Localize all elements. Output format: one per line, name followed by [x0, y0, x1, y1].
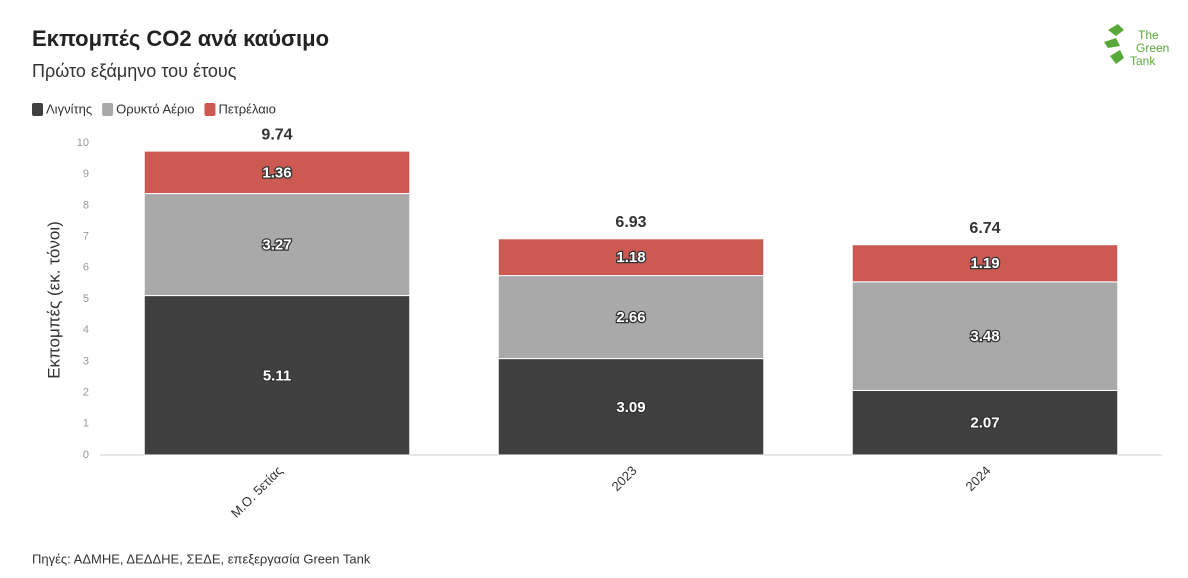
logo-text: Green — [1136, 41, 1169, 55]
total-label: 6.74 — [969, 220, 1000, 237]
value-label: 5.11 — [263, 367, 291, 384]
bar-segment — [851, 244, 1119, 283]
value-label: 3.09 — [616, 399, 645, 416]
y-tick-label: 0 — [83, 449, 89, 461]
legend-label: Πετρέλαιο — [218, 101, 275, 116]
logo-text: Tank — [1130, 54, 1156, 68]
y-tick-label: 10 — [77, 137, 89, 149]
value-label: 1.18 — [616, 249, 645, 266]
bar-segment — [497, 275, 765, 360]
value-label: 3.27 — [262, 237, 291, 254]
x-tick-label: 2024 — [962, 463, 993, 494]
bar-segment — [851, 389, 1119, 456]
bar-segment — [143, 150, 411, 195]
bar-segment — [851, 281, 1119, 391]
y-axis-label: Εκπομπές (εκ. τόνοι) — [44, 221, 63, 379]
y-tick-label: 8 — [83, 199, 89, 211]
legend-label: Ορυκτό Αέριο — [116, 101, 194, 116]
total-label: 9.74 — [261, 126, 292, 143]
y-tick-label: 2 — [83, 387, 89, 399]
x-tick-label: 2023 — [608, 463, 639, 494]
logo-text: The — [1138, 28, 1159, 42]
bar-segment — [143, 193, 411, 297]
logo-shape — [1104, 24, 1124, 64]
source-note: Πηγές: ΑΔΜΗΕ, ΔΕΔΔΗΕ, ΣΕΔΕ, επεξεργασία … — [32, 551, 371, 566]
bar-segment — [143, 295, 411, 456]
value-label: 1.19 — [970, 255, 999, 272]
y-tick-label: 6 — [83, 262, 89, 274]
legend-label: Λιγνίτης — [46, 101, 92, 116]
logo: The Green Tank — [1104, 24, 1169, 68]
legend-swatch — [32, 103, 43, 116]
chart-title: Εκπομπές CO2 ανά καύσιμο — [32, 26, 329, 51]
value-label: 3.48 — [970, 328, 999, 345]
y-tick-label: 9 — [83, 168, 89, 180]
y-tick-label: 1 — [83, 418, 89, 430]
value-label: 2.66 — [616, 309, 645, 326]
total-label: 6.93 — [615, 214, 646, 231]
y-tick-label: 7 — [83, 231, 89, 243]
x-tick-label: Μ.Ο. 5ετίας — [228, 463, 286, 521]
legend-swatch — [102, 103, 114, 116]
legend-swatch — [204, 103, 216, 116]
value-label: 1.36 — [262, 164, 291, 181]
y-tick-label: 5 — [83, 293, 89, 305]
bar-segment — [497, 238, 765, 277]
value-label: 2.07 — [970, 415, 999, 432]
y-tick-label: 4 — [83, 324, 89, 336]
chart-subtitle: Πρώτο εξάμηνο του έτους — [32, 61, 237, 81]
y-tick-label: 3 — [83, 355, 89, 367]
bar-segment — [497, 358, 765, 456]
